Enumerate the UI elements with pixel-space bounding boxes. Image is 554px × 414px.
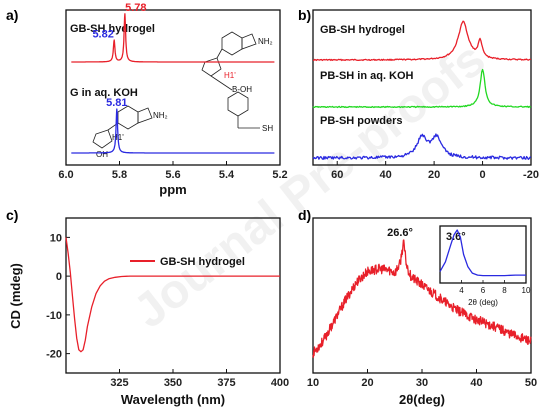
panel-c-y-tick-label: 10 [50, 232, 62, 244]
panel-b-x-tick-label: -20 [523, 169, 539, 181]
panel-b-series-2-label: PB-SH in aq. KOH [320, 70, 414, 82]
panel-b-x-tick-label: 40 [380, 169, 392, 181]
amine-label-1: NH₂ [258, 37, 273, 46]
panel-b-series-3-label: PB-SH powders [320, 115, 403, 127]
guanine-ring-4 [137, 107, 153, 124]
panel-d-x-tick-label: 10 [307, 377, 319, 389]
ribose-ring-1 [201, 57, 222, 77]
panel-c-cd-chart: c) Wavelength (nm) CD (mdeg) GB-SH hydro… [6, 207, 289, 407]
boron-hydroxyl-label: B-OH [232, 85, 252, 94]
guanine-ring-2 [241, 33, 257, 50]
thiol-label: SH [262, 124, 273, 133]
panel-d-inset-x-tick-label: 8 [502, 286, 507, 295]
panel-a-x-tick-label: 6.0 [58, 169, 73, 181]
hydroxyl-label: OH [96, 150, 108, 159]
panel-c-cd-curve [65, 237, 280, 353]
panel-d-x-tick-label: 30 [416, 377, 428, 389]
panel-c-x-tick-label: 400 [271, 377, 289, 389]
panel-b-frame [312, 9, 532, 166]
panel-b-series-1-line [313, 20, 531, 62]
panel-c-x-tick-label: 375 [217, 377, 235, 389]
panel-c-y-tick-label: -10 [46, 310, 62, 322]
panel-d-x-axis-label: 2θ(deg) [399, 392, 445, 407]
guanine-ring-3 [117, 105, 139, 130]
panel-d-inset-x-tick-label: 4 [459, 286, 464, 295]
panel-b-series-3-line [312, 133, 531, 160]
panel-a-series-2-line [70, 108, 275, 154]
guanine-ring-1 [221, 31, 243, 56]
panel-c-x-tick-label: 350 [164, 377, 182, 389]
panel-a-series-1-line [70, 13, 275, 63]
panel-b-x-tick-label: 20 [428, 169, 440, 181]
panel-a-peak-label: 5.78 [125, 2, 146, 14]
panel-c-y-tick-label: -20 [46, 349, 62, 361]
panel-c-y-tick-label: 0 [56, 271, 62, 283]
panel-d-inset-x-tick-label: 6 [481, 286, 486, 295]
panel-a-x-tick-label: 5.2 [272, 169, 287, 181]
panel-b-x-tick-label: 60 [331, 169, 343, 181]
panel-a-x-axis-label: ppm [159, 182, 186, 197]
panel-d-x-tick-label: 40 [470, 377, 482, 389]
glycosidic-bond-1 [216, 48, 223, 59]
panel-d-peak-annotation: 26.6° [387, 227, 413, 239]
panel-a-x-tick-label: 5.4 [219, 169, 235, 181]
panel-d-x-tick-label: 50 [525, 377, 537, 389]
panel-d-xrd-chart: d) 2θ(deg) 26.6° 3.6° 2θ (deg) 10 20 30 40 5… [298, 207, 537, 407]
panel-a-x-tick-label: 5.8 [112, 169, 127, 181]
panel-d-x-tick-label: 20 [361, 377, 373, 389]
boronate-link [210, 75, 233, 91]
panel-c-label: c) [6, 207, 18, 223]
panel-a-label: a) [6, 7, 18, 23]
panel-a-peak-label: 5.81 [106, 97, 127, 109]
panel-a-peak-label: 5.82 [92, 28, 113, 40]
panel-a-nmr-chart: a) ppm GB-SH hydrogel G in aq. KOH H1' B-… [6, 2, 288, 197]
panel-b-x-tick-label: 0 [479, 169, 485, 181]
panel-a-x-tick-label: 5.6 [165, 169, 180, 181]
panel-d-inset-x-tick-label: 10 [522, 286, 531, 295]
panel-a-series-2-label: G in aq. KOH [70, 87, 138, 99]
panel-b-series-1-label: GB-SH hydrogel [320, 24, 405, 36]
panel-c-legend-label: GB-SH hydrogel [160, 256, 245, 268]
panel-b-nmr-chart: b) GB-SH hydrogel PB-SH in aq. KOH PB-SH… [298, 7, 539, 181]
panel-d-inset-x-label: 2θ (deg) [468, 298, 498, 307]
panel-b-label: b) [298, 7, 311, 23]
phenyl-ring [227, 91, 249, 117]
h1-prime-label-1: H1' [224, 71, 236, 80]
panel-c-x-axis-label: Wavelength (nm) [121, 392, 225, 407]
panel-a-series-1-label: GB-SH hydrogel [70, 23, 155, 35]
panel-d-xrd-curve [312, 239, 532, 359]
panel-b-series-2-line [312, 68, 532, 109]
panel-d-label: d) [298, 207, 311, 223]
panel-c-x-tick-label: 325 [110, 377, 128, 389]
amine-label-2: NH₂ [153, 111, 168, 120]
ribose-ring-2 [92, 129, 113, 149]
panel-d-inset-curve [439, 229, 526, 277]
panel-c-y-axis-label: CD (mdeg) [8, 263, 23, 329]
